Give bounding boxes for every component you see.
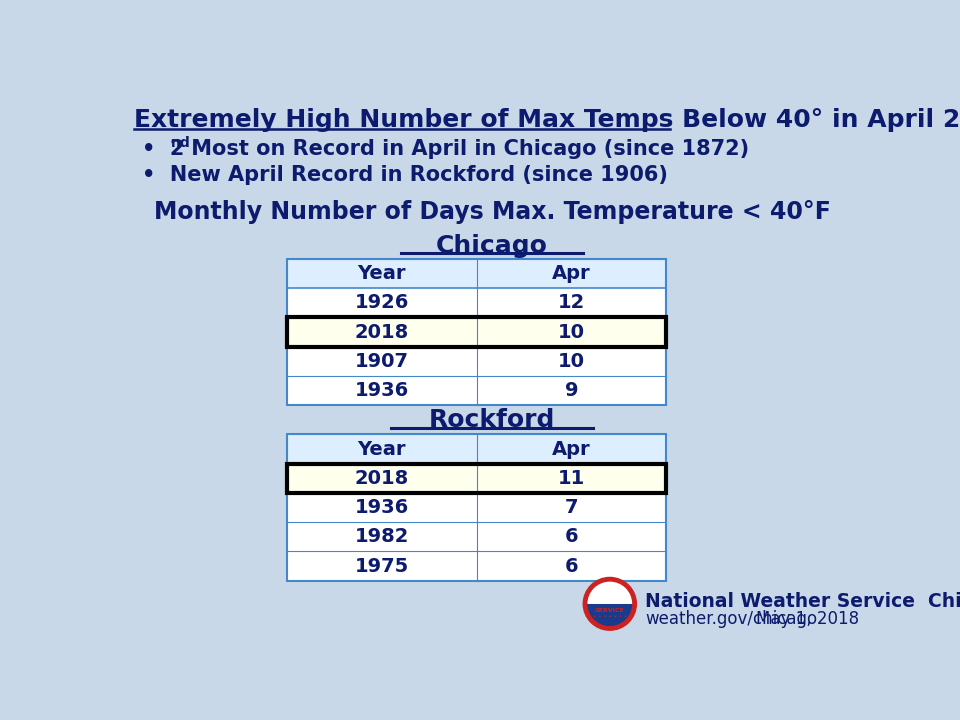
Circle shape (585, 579, 635, 629)
Bar (287, 259, 666, 405)
Text: 2018: 2018 (354, 323, 409, 341)
Text: Apr: Apr (552, 264, 590, 283)
Text: 10: 10 (558, 323, 585, 341)
Wedge shape (586, 604, 634, 628)
Text: Most on Record in April in Chicago (since 1872): Most on Record in April in Chicago (sinc… (184, 139, 750, 158)
Wedge shape (586, 580, 634, 604)
Bar (287, 493, 666, 522)
Text: 1975: 1975 (354, 557, 409, 575)
Text: 1982: 1982 (354, 527, 409, 546)
Text: nd: nd (171, 135, 191, 150)
Bar (287, 464, 666, 493)
Bar (287, 522, 666, 552)
Text: Chicago: Chicago (436, 234, 548, 258)
Text: Extremely High Number of Max Temps Below 40° in April 2018: Extremely High Number of Max Temps Below… (134, 108, 960, 132)
Text: 7: 7 (564, 498, 578, 517)
Text: 1926: 1926 (354, 293, 409, 312)
Text: 2018: 2018 (354, 469, 409, 488)
Text: • • •: • • • (600, 598, 620, 607)
Text: Monthly Number of Days Max. Temperature < 40°F: Monthly Number of Days Max. Temperature … (154, 200, 830, 225)
Text: Year: Year (357, 264, 406, 283)
Text: 1907: 1907 (354, 352, 409, 371)
Text: WEATHER: WEATHER (592, 593, 627, 598)
Text: 1936: 1936 (354, 498, 409, 517)
Text: 10: 10 (558, 352, 585, 371)
Text: Year: Year (357, 440, 406, 459)
Bar (287, 318, 666, 346)
Text: •  New April Record in Rockford (since 1906): • New April Record in Rockford (since 19… (142, 165, 667, 185)
Text: 6: 6 (564, 557, 578, 575)
Bar (287, 552, 666, 581)
Text: 11: 11 (558, 469, 585, 488)
Text: •  2: • 2 (142, 139, 184, 158)
Bar (287, 376, 666, 405)
Bar (287, 434, 666, 581)
Bar (287, 434, 666, 464)
Text: • • • • • • •: • • • • • • • (592, 613, 627, 618)
Bar (287, 346, 666, 376)
Bar (287, 464, 666, 493)
Text: SERVICE: SERVICE (595, 608, 625, 613)
Bar (287, 318, 666, 346)
Text: May 1, 2018: May 1, 2018 (756, 610, 858, 628)
Text: 12: 12 (558, 293, 585, 312)
Text: Apr: Apr (552, 440, 590, 459)
Bar (287, 288, 666, 318)
Text: weather.gov/chicago: weather.gov/chicago (645, 610, 818, 628)
Text: 6: 6 (564, 527, 578, 546)
Bar (287, 259, 666, 288)
Text: National Weather Service  Chicago: National Weather Service Chicago (645, 592, 960, 611)
Text: Rockford: Rockford (429, 408, 555, 432)
Text: 9: 9 (564, 381, 578, 400)
Text: 1936: 1936 (354, 381, 409, 400)
